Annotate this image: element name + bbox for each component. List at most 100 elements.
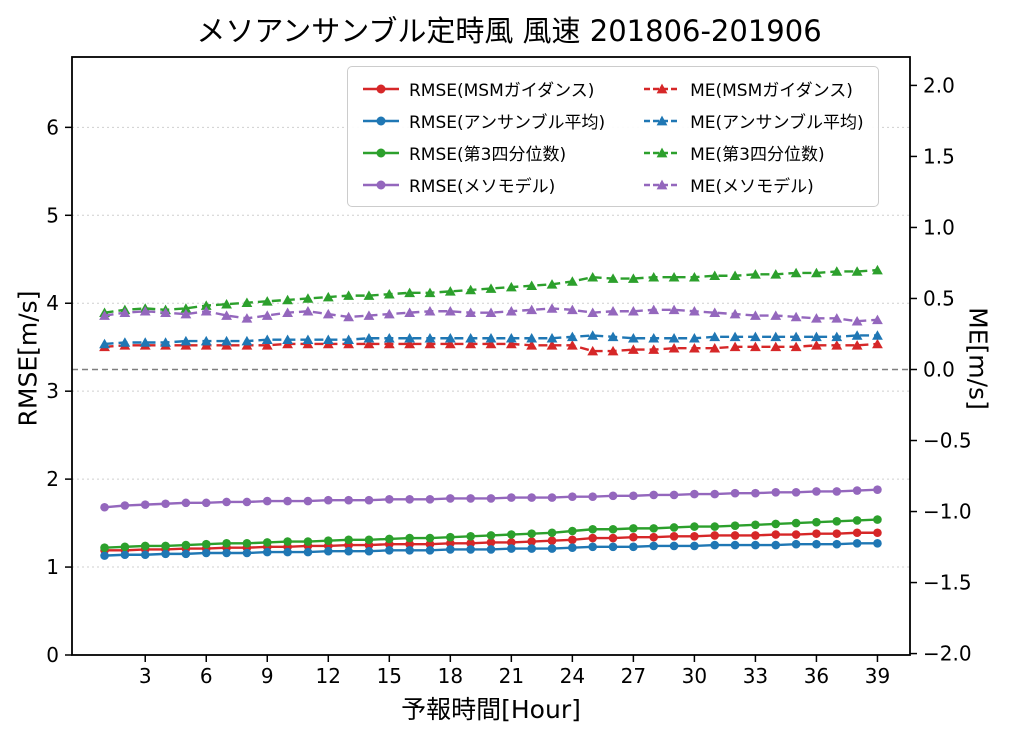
data-point-triangle — [261, 340, 273, 350]
data-point-triangle — [241, 335, 253, 346]
data-point-circle — [832, 539, 842, 549]
data-point-circle — [507, 538, 516, 547]
data-point-triangle — [750, 269, 761, 279]
data-point-circle — [405, 495, 414, 504]
data-point-circle — [161, 499, 170, 509]
data-point-triangle — [302, 334, 314, 344]
data-point-triangle — [485, 338, 497, 349]
data-point-circle — [547, 536, 557, 545]
data-point-triangle — [750, 331, 761, 342]
data-point-triangle — [709, 331, 721, 342]
data-point-circle — [120, 542, 130, 552]
legend-marker-circle — [376, 148, 386, 157]
data-point-circle — [730, 531, 740, 540]
data-point-circle — [283, 496, 292, 506]
data-point-triangle — [282, 294, 294, 305]
data-point-circle — [201, 548, 211, 558]
data-point-circle — [140, 500, 150, 509]
data-point-triangle — [729, 341, 741, 352]
legend-entry: ME(メソモデル) — [643, 172, 863, 197]
data-point-circle — [649, 490, 659, 500]
data-point-circle — [873, 539, 882, 548]
data-point-circle — [568, 535, 577, 545]
data-point-circle — [486, 545, 496, 554]
data-point-circle — [812, 487, 821, 496]
data-point-triangle — [546, 340, 558, 350]
legend-label: ME(MSMガイダンス) — [690, 81, 853, 101]
x-axis-label: 予報時間[Hour] — [401, 695, 581, 724]
data-point-circle — [629, 491, 638, 501]
data-point-circle — [466, 494, 475, 503]
legend-marker-circle — [376, 116, 386, 125]
data-point-triangle — [261, 334, 273, 344]
data-point-triangle — [587, 345, 599, 356]
y-left-tick-label: 5 — [46, 203, 59, 227]
data-point-triangle — [546, 279, 558, 289]
data-point-circle — [303, 537, 313, 546]
data-point-triangle — [241, 313, 253, 323]
data-point-circle — [303, 547, 313, 557]
data-point-triangle — [811, 267, 822, 278]
data-point-circle — [425, 546, 435, 555]
data-point-circle — [751, 488, 760, 498]
data-point-circle — [751, 540, 760, 550]
data-point-triangle — [872, 330, 883, 340]
data-point-circle — [527, 544, 536, 553]
data-point-circle — [446, 494, 455, 503]
data-point-triangle — [872, 264, 883, 275]
data-point-triangle — [261, 310, 273, 320]
data-point-circle — [222, 539, 231, 548]
data-point-triangle — [872, 338, 883, 349]
data-point-circle — [486, 531, 496, 540]
data-point-circle — [486, 494, 496, 503]
legend: RMSE(MSMガイダンス) RMSE(アンサンブル平均) RMSE(第3四分位数)… — [347, 66, 879, 207]
x-tick-label: 21 — [499, 664, 524, 688]
data-point-circle — [344, 546, 353, 556]
legend-entry: RMSE(MSMガイダンス) — [362, 76, 605, 101]
data-point-circle — [791, 518, 801, 528]
data-point-circle — [466, 545, 475, 554]
data-point-circle — [730, 488, 740, 498]
data-point-circle — [710, 489, 720, 499]
x-tick-label: 18 — [438, 664, 463, 688]
data-point-triangle — [526, 304, 538, 315]
data-point-triangle — [770, 331, 782, 342]
data-point-triangle — [750, 310, 761, 320]
data-point-triangle — [363, 310, 375, 320]
data-point-circle — [710, 531, 720, 540]
data-point-circle — [100, 551, 109, 560]
data-point-triangle — [444, 306, 456, 316]
data-point-circle — [568, 543, 577, 553]
data-point-triangle — [200, 300, 212, 310]
data-point-triangle — [587, 307, 599, 317]
data-point-circle — [466, 531, 475, 541]
data-point-circle — [588, 492, 597, 502]
data-point-triangle — [363, 290, 375, 300]
data-point-triangle — [566, 340, 578, 350]
data-point-circle — [873, 515, 882, 524]
data-point-triangle — [383, 338, 395, 349]
data-point-triangle — [99, 310, 110, 320]
data-point-circle — [486, 538, 496, 547]
data-point-circle — [547, 544, 557, 553]
data-point-circle — [629, 542, 638, 552]
data-point-circle — [364, 535, 374, 545]
data-point-triangle — [750, 341, 761, 352]
data-point-triangle — [444, 338, 456, 349]
data-point-triangle — [872, 314, 883, 325]
data-point-circle — [201, 498, 211, 508]
data-point-triangle — [505, 281, 517, 292]
legend-sample — [644, 83, 681, 93]
data-point-circle — [751, 520, 760, 530]
legend-label: ME(アンサンブル平均) — [690, 113, 864, 133]
data-point-triangle — [648, 304, 660, 315]
data-point-triangle — [607, 273, 619, 283]
legend-entry: RMSE(メソモデル) — [362, 172, 605, 197]
legend-entry: RMSE(アンサンブル平均) — [362, 108, 605, 133]
data-point-circle — [364, 495, 374, 505]
data-point-circle — [507, 544, 516, 553]
data-point-circle — [873, 485, 882, 494]
data-point-triangle — [343, 334, 355, 344]
data-point-triangle — [607, 331, 619, 342]
y-right-tick-label: 0.5 — [923, 286, 955, 310]
